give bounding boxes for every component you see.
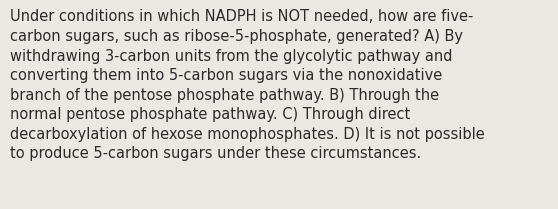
- Text: Under conditions in which NADPH is NOT needed, how are five-
carbon sugars, such: Under conditions in which NADPH is NOT n…: [10, 9, 485, 161]
